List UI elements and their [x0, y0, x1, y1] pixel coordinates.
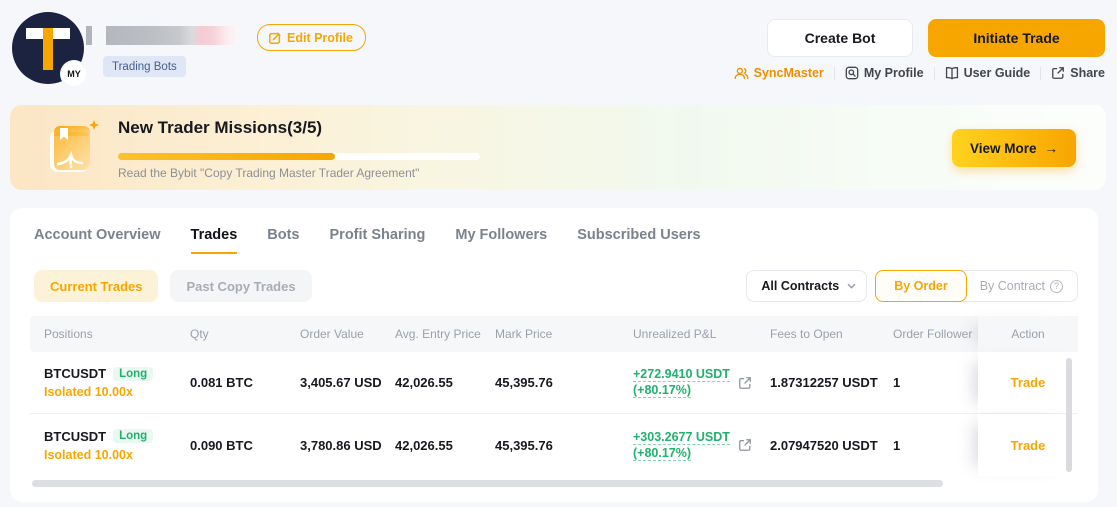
symbol: BTCUSDT: [44, 428, 107, 444]
tab-trades[interactable]: Trades: [190, 227, 238, 254]
missions-title: New Trader Missions(3/5): [118, 118, 323, 137]
col-qty: Qty: [190, 327, 209, 341]
tab-bots[interactable]: Bots: [267, 227, 300, 243]
my-profile-link[interactable]: My Profile: [845, 66, 924, 80]
tab-bar: Account Overview Trades Bots Profit Shar…: [34, 227, 701, 254]
mission-progress-track: [118, 153, 480, 160]
positions-table: Positions Qty Order Value Avg. Entry Pri…: [30, 316, 1078, 476]
table-row: BTCUSDT Long Isolated 10.00x 0.081 BTC 3…: [30, 352, 1078, 414]
arrow-right-icon: →: [1044, 140, 1059, 156]
table-row: BTCUSDT Long Isolated 10.00x 0.090 BTC 3…: [30, 414, 1078, 476]
col-positions: Positions: [44, 327, 93, 341]
user-guide-link[interactable]: User Guide: [945, 66, 1030, 80]
subtab-past-copy-trades[interactable]: Past Copy Trades: [170, 270, 312, 302]
col-fees-to-open: Fees to Open: [770, 327, 843, 341]
filters: All Contracts By Order By Contract ?: [746, 270, 1078, 302]
avg-entry-cell: 42,026.55: [395, 375, 453, 390]
order-value-cell: 3,405.67 USDT: [300, 375, 381, 390]
avatar-my-badge: MY: [62, 62, 86, 86]
followers-cell: 1: [893, 375, 901, 390]
missions-banner: New Trader Missions(3/5) Read the Bybit …: [10, 105, 1106, 190]
fees-cell: 1.87312257 USDT: [770, 375, 878, 390]
tab-my-followers[interactable]: My Followers: [455, 227, 548, 243]
trading-bots-badge: Trading Bots: [103, 56, 186, 77]
tab-profit-sharing[interactable]: Profit Sharing: [329, 227, 426, 243]
chevron-down-icon: [847, 283, 856, 289]
trade-action-link[interactable]: Trade: [978, 352, 1078, 413]
create-bot-button[interactable]: Create Bot: [767, 19, 913, 57]
question-icon: ?: [1050, 279, 1063, 293]
col-order-value: Order Value: [300, 327, 364, 341]
book-icon: [945, 66, 959, 80]
followers-cell: 1: [893, 437, 901, 453]
tab-subscribed-users[interactable]: Subscribed Users: [577, 227, 701, 243]
quick-links: SyncMaster My Profile User Guide: [734, 66, 1105, 80]
col-order-follower: Order Follower: [893, 327, 973, 341]
pnl-cell: +303.2677 USDT (+80.17%): [619, 430, 756, 461]
tab-account-overview[interactable]: Account Overview: [34, 227, 161, 243]
position-cell: BTCUSDT Long Isolated 10.00x: [30, 429, 176, 462]
people-icon: [734, 66, 749, 80]
pnl-cell: +272.9410 USDT (+80.17%): [619, 367, 756, 398]
view-more-button[interactable]: View More →: [951, 129, 1076, 167]
initiate-trade-button[interactable]: Initiate Trade: [928, 19, 1105, 57]
pnl-value: +272.9410 USDT: [633, 367, 730, 382]
vertical-scrollbar[interactable]: [1066, 358, 1072, 472]
horizontal-scrollbar[interactable]: [32, 480, 943, 487]
missions-subtitle: Read the Bybit "Copy Trading Master Trad…: [118, 166, 420, 180]
side-badge: Long: [113, 429, 154, 443]
view-mode-segment: By Order By Contract ?: [875, 270, 1078, 302]
col-unrealized-pnl: Unrealized P&L: [633, 327, 717, 341]
pnl-percent: (+80.17%): [633, 445, 692, 461]
pnl-percent: (+80.17%): [633, 383, 692, 398]
margin-mode: Isolated 10.00x: [44, 447, 133, 462]
share-pnl-icon[interactable]: [738, 438, 752, 452]
qty-cell: 0.090 BTC: [190, 437, 253, 453]
profile-search-icon: [845, 66, 859, 80]
col-avg-entry-price: Avg. Entry Price: [381, 327, 481, 341]
divider: [933, 66, 935, 80]
share-icon: [1051, 66, 1065, 80]
avg-entry-cell: 42,026.55: [395, 437, 453, 453]
username-redacted: [106, 26, 238, 45]
pnl-value: +303.2677 USDT: [633, 429, 730, 445]
col-mark-price: Mark Price: [495, 327, 553, 341]
share-pnl-icon[interactable]: [738, 376, 752, 390]
divider: [833, 66, 835, 80]
mark-price-cell: 45,395.76: [495, 375, 553, 390]
margin-mode: Isolated 10.00x: [44, 385, 133, 399]
side-badge: Long: [113, 366, 154, 381]
mark-price-cell: 45,395.76: [495, 437, 553, 453]
mission-progress-fill: [118, 153, 336, 160]
col-action: Action: [978, 316, 1078, 352]
edit-profile-button[interactable]: Edit Profile: [257, 24, 366, 51]
fees-cell: 2.07947520 USDT: [770, 437, 878, 453]
trades-card: Account Overview Trades Bots Profit Shar…: [10, 208, 1098, 502]
share-link[interactable]: Share: [1051, 66, 1105, 80]
missions-book-icon: [40, 116, 104, 180]
avatar[interactable]: [12, 12, 84, 84]
syncmaster-link[interactable]: SyncMaster: [734, 66, 824, 80]
order-value-cell: 3,780.86 USDT: [300, 437, 381, 453]
subtab-current-trades[interactable]: Current Trades: [34, 270, 159, 302]
table-header: Positions Qty Order Value Avg. Entry Pri…: [30, 316, 1078, 352]
by-order-toggle[interactable]: By Order: [875, 270, 967, 302]
edit-icon: [268, 31, 282, 45]
trade-action-link[interactable]: Trade: [978, 414, 1078, 476]
contracts-dropdown[interactable]: All Contracts: [746, 270, 868, 302]
divider: [1040, 66, 1042, 80]
filter-row: Current Trades Past Copy Trades All Cont…: [34, 270, 1078, 302]
symbol: BTCUSDT: [44, 366, 107, 381]
position-cell: BTCUSDT Long Isolated 10.00x: [30, 366, 176, 399]
by-contract-toggle[interactable]: By Contract ?: [966, 279, 1077, 293]
qty-cell: 0.081 BTC: [190, 375, 253, 390]
username-redacted-tick: [86, 26, 92, 45]
